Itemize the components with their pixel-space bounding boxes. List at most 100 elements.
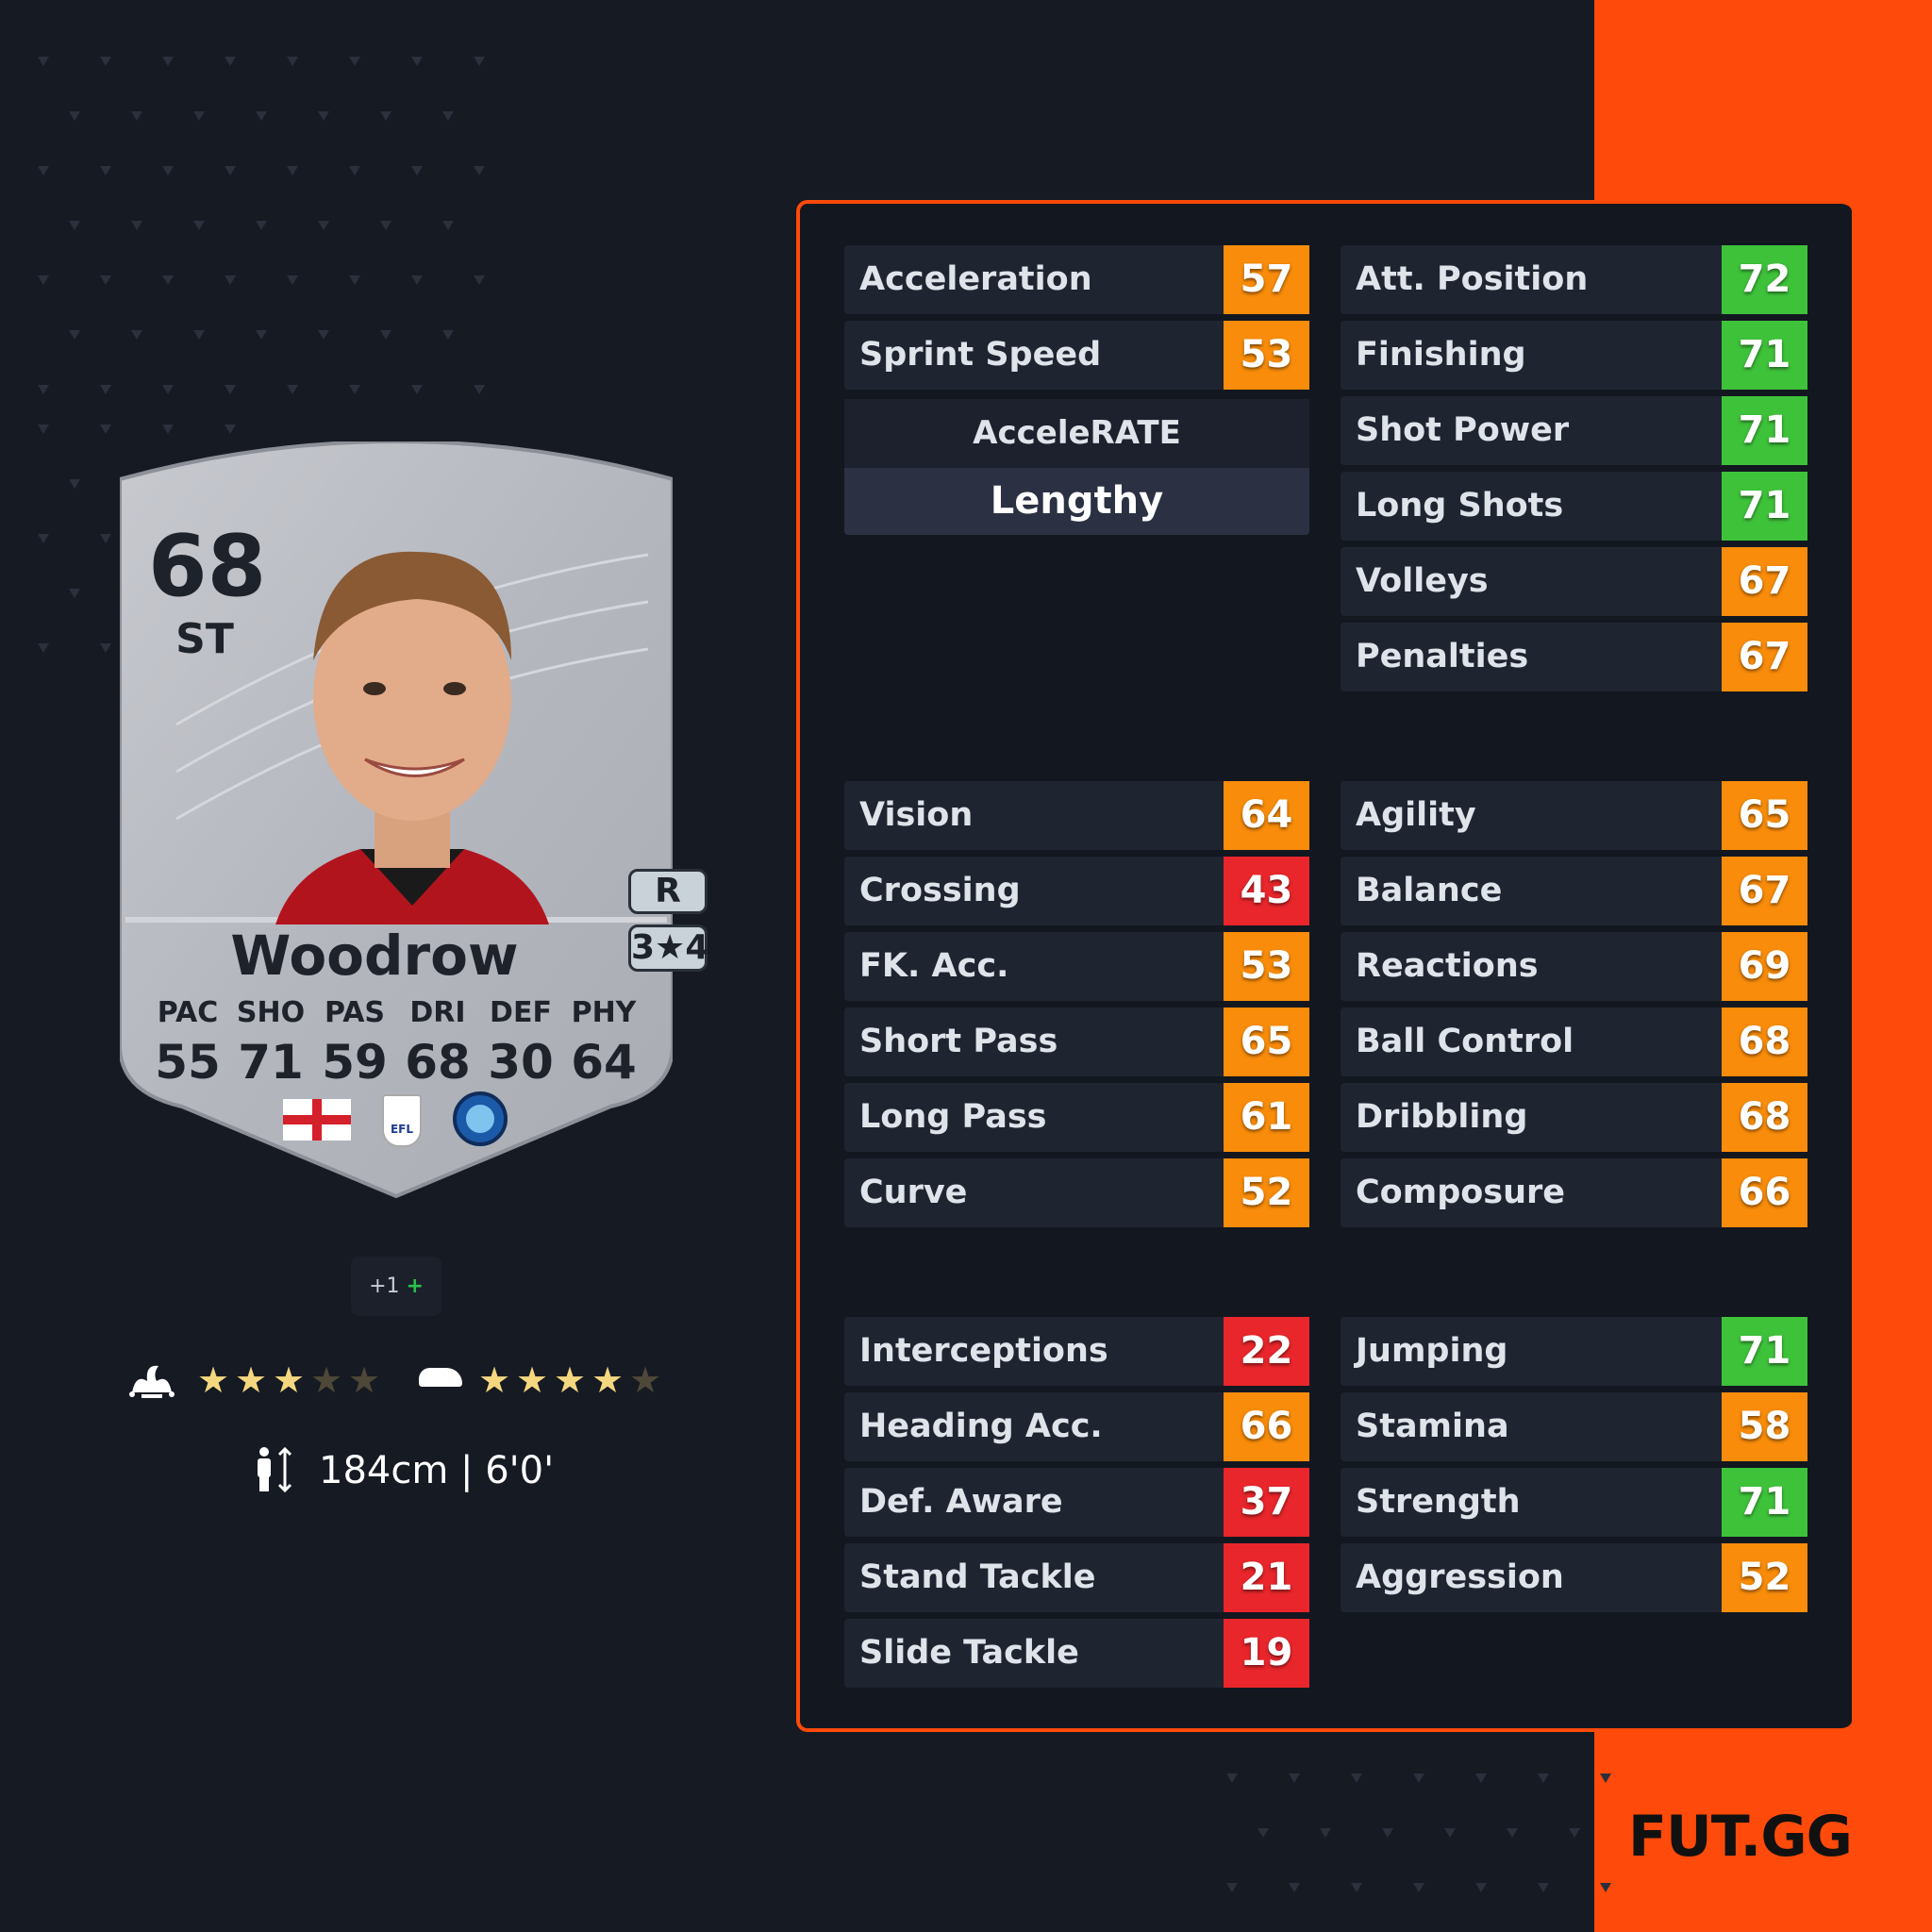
stat-value: 71 <box>1722 1317 1807 1386</box>
chemistry-plus-button[interactable]: +1 + <box>351 1257 441 1316</box>
stat-row: Vision 64 <box>844 781 1309 850</box>
pattern-triangle <box>38 643 49 653</box>
pattern-triangle <box>1444 1828 1456 1838</box>
face-stat-value: 68 <box>405 1035 471 1090</box>
stat-row: Penalties 67 <box>1341 623 1807 691</box>
pattern-triangle <box>411 385 423 394</box>
pattern-triangle <box>1382 1828 1393 1838</box>
pattern-triangle <box>1538 1774 1549 1783</box>
stat-row: Long Pass 61 <box>844 1083 1309 1152</box>
pattern-triangle <box>474 385 485 394</box>
stat-value: 61 <box>1224 1083 1309 1152</box>
stat-row: Sprint Speed 53 <box>844 321 1309 390</box>
flag-england-icon <box>283 1099 351 1141</box>
pattern-triangle <box>69 479 80 489</box>
pattern-triangle <box>1289 1774 1300 1783</box>
star-filled-icon: ★ <box>553 1359 587 1401</box>
stat-value: 68 <box>1722 1083 1807 1152</box>
stat-row: Composure 66 <box>1341 1158 1807 1227</box>
stat-label: Dribbling <box>1356 1098 1528 1136</box>
pattern-triangle <box>225 57 236 66</box>
face-stat-label: PAS <box>324 996 386 1029</box>
stat-label: Def. Aware <box>859 1483 1063 1521</box>
stat-value: 64 <box>1224 781 1309 850</box>
pattern-triangle <box>1413 1883 1424 1892</box>
stat-value: 72 <box>1722 245 1807 314</box>
league-badge-icon: EFL <box>382 1094 422 1147</box>
stat-value: 53 <box>1224 932 1309 1001</box>
pattern-triangle <box>38 534 49 543</box>
stat-row: Ball Control 68 <box>1341 1008 1807 1076</box>
pattern-triangle <box>1600 1774 1611 1783</box>
stat-row: Stamina 58 <box>1341 1392 1807 1461</box>
pattern-triangle <box>1475 1883 1487 1892</box>
stat-value: 37 <box>1224 1468 1309 1537</box>
pattern-triangle <box>411 166 423 175</box>
pattern-triangle <box>38 166 49 175</box>
stat-value: 67 <box>1722 857 1807 925</box>
stat-label: FK. Acc. <box>859 947 1009 985</box>
pattern-triangle <box>474 166 485 175</box>
stat-label: Acceleration <box>859 260 1092 298</box>
stat-value: 43 <box>1224 857 1309 925</box>
stat-row: Short Pass 65 <box>844 1008 1309 1076</box>
stat-label: Sprint Speed <box>859 336 1102 374</box>
weak-foot-icon <box>419 1368 462 1387</box>
pattern-triangle <box>193 221 205 230</box>
pattern-triangle <box>442 221 454 230</box>
stat-row: Reactions 69 <box>1341 932 1807 1001</box>
stat-row: Aggression 52 <box>1341 1543 1807 1612</box>
stat-row: Heading Acc. 66 <box>844 1392 1309 1461</box>
pattern-triangle <box>1351 1883 1362 1892</box>
pattern-triangle <box>193 330 205 340</box>
star-filled-icon: ★ <box>196 1359 230 1401</box>
futgg-logo: FUT.GG <box>1628 1804 1853 1870</box>
pattern-triangle <box>225 385 236 394</box>
stat-row: Att. Position 72 <box>1341 245 1807 314</box>
pattern-triangle <box>162 57 174 66</box>
stat-value: 53 <box>1224 321 1309 390</box>
pattern-triangle <box>1320 1828 1331 1838</box>
stat-value: 66 <box>1722 1158 1807 1227</box>
player-card[interactable]: 68 ST Woodrow PAC 55 SHO 71 PAS 59 DRI 68 DE… <box>120 441 673 1198</box>
pattern-triangle <box>349 385 360 394</box>
stat-row: Volleys 67 <box>1341 547 1807 616</box>
stat-row: Balance 67 <box>1341 857 1807 925</box>
pattern-triangle <box>474 275 485 285</box>
stat-label: Stand Tackle <box>859 1558 1096 1596</box>
pattern-triangle <box>38 425 49 434</box>
pattern-triangle <box>318 221 329 230</box>
accelerate-value: Lengthy <box>844 468 1309 535</box>
pattern-triangle <box>380 111 391 121</box>
pattern-triangle <box>162 385 174 394</box>
star-empty-icon: ★ <box>309 1359 343 1401</box>
pattern-triangle <box>318 111 329 121</box>
pattern-triangle <box>287 385 298 394</box>
stat-row: Stand Tackle 21 <box>844 1543 1309 1612</box>
pattern-triangle <box>474 57 485 66</box>
pattern-triangle <box>100 385 111 394</box>
pattern-triangle <box>131 330 142 340</box>
plus-icon: + <box>406 1274 424 1298</box>
star-filled-icon: ★ <box>591 1359 625 1401</box>
star-filled-icon: ★ <box>515 1359 549 1401</box>
star-empty-icon: ★ <box>628 1359 662 1401</box>
pattern-triangle <box>100 534 111 543</box>
stat-label: Agility <box>1356 796 1476 834</box>
stat-label: Reactions <box>1356 947 1539 985</box>
pattern-triangle <box>100 275 111 285</box>
pattern-triangle <box>349 57 360 66</box>
stat-label: Strength <box>1356 1483 1521 1521</box>
pattern-triangle <box>256 330 267 340</box>
stat-label: Long Shots <box>1356 487 1564 525</box>
skill-weakfoot-badge: 3★4 <box>628 924 708 972</box>
pattern-triangle <box>69 330 80 340</box>
face-stat-value: 55 <box>155 1035 221 1090</box>
pattern-triangle <box>1351 1774 1362 1783</box>
pattern-triangle <box>131 111 142 121</box>
stat-row: Slide Tackle 19 <box>844 1619 1309 1688</box>
stat-row: Def. Aware 37 <box>844 1468 1309 1537</box>
card-position: ST <box>175 615 234 663</box>
stat-value: 67 <box>1722 547 1807 616</box>
stat-label: Balance <box>1356 872 1503 909</box>
